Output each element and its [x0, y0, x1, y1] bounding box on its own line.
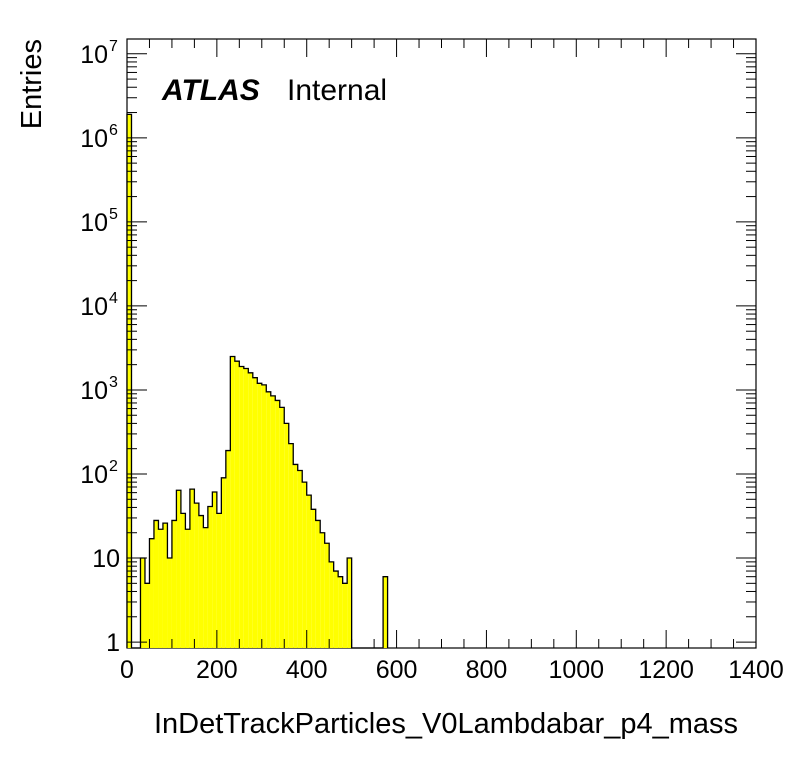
histogram-bin: [315, 520, 321, 648]
histogram-bin: [320, 532, 325, 648]
histogram-bin: [257, 383, 262, 648]
histogram-bin: [297, 470, 303, 648]
histogram-bin: [216, 513, 222, 648]
x-tick-label: 400: [286, 656, 328, 684]
histogram-outline: [126, 113, 389, 649]
histogram-bin: [203, 527, 208, 648]
histogram-bars: [126, 113, 389, 649]
histogram-bin: [311, 509, 316, 648]
histogram-bin: [221, 477, 226, 648]
y-tick-exponent: 5: [109, 206, 118, 223]
histogram-bin: [171, 520, 177, 648]
histogram-bin: [212, 492, 217, 648]
histogram-bin: [162, 523, 168, 648]
y-tick-label: 10: [80, 41, 108, 69]
histogram-bin: [189, 489, 195, 648]
histogram-bin: [198, 515, 204, 648]
histogram-bin: [248, 372, 253, 648]
x-tick-label: 200: [196, 656, 238, 684]
y-tick-label: 10: [80, 293, 108, 321]
histogram-bin: [329, 561, 334, 648]
y-axis-title: Entries: [16, 39, 48, 129]
y-tick-exponent: 4: [109, 290, 118, 307]
y-tick-label: 10: [80, 461, 108, 489]
y-tick-label: 10: [80, 377, 108, 405]
histogram-bin: [347, 558, 352, 648]
y-tick-exponent: 7: [109, 38, 118, 55]
x-tick-label: 600: [376, 656, 418, 684]
x-tick-label: 0: [120, 656, 134, 684]
histogram-bin: [275, 400, 280, 648]
histogram-bin: [333, 571, 339, 648]
histogram-bin: [252, 377, 258, 648]
histogram-bin: [225, 450, 231, 648]
histogram-bin: [293, 464, 298, 648]
histogram-bin: [153, 520, 159, 648]
x-axis-title: InDetTrackParticles_V0Lambdabar_p4_mass: [154, 708, 738, 740]
histogram-bin: [288, 443, 294, 648]
histogram-bin: [279, 407, 285, 648]
y-tick-exponent: 3: [109, 374, 118, 391]
histogram-bin: [207, 506, 213, 648]
histogram-bin: [324, 543, 330, 648]
histogram-bin: [306, 495, 312, 648]
x-tick-label: 800: [466, 656, 508, 684]
y-tick-label: 10: [80, 209, 108, 237]
histogram-bin: [194, 503, 199, 648]
histogram-bin: [270, 395, 276, 648]
histogram-bin: [167, 558, 172, 648]
y-tick-exponent: 6: [109, 122, 118, 139]
y-tick-label: 1: [106, 629, 120, 657]
histogram-bin: [383, 576, 388, 648]
histogram-bin: [243, 368, 249, 648]
histogram-bin: [230, 356, 235, 648]
histogram-bin: [234, 361, 240, 648]
histogram-bin: [127, 114, 132, 649]
x-tick-label: 1000: [548, 656, 604, 684]
histogram-bin: [158, 529, 163, 648]
histogram-bin: [266, 391, 271, 648]
x-tick-label: 1400: [728, 656, 784, 684]
histogram-bin: [284, 423, 289, 648]
y-tick-label: 10: [80, 125, 108, 153]
histogram-bin: [302, 482, 307, 648]
atlas-label: ATLAS: [161, 74, 260, 107]
histogram-bin: [149, 538, 154, 648]
histogram-bin: [180, 513, 186, 648]
y-tick-exponent: 2: [109, 458, 118, 475]
histogram-bin: [239, 366, 244, 648]
histogram-bin: [338, 576, 343, 648]
histogram-bin: [140, 558, 145, 648]
y-tick-label: 10: [92, 545, 120, 573]
x-axis-ticks: 0 200 400 600 800 1000 1200 1400: [120, 39, 784, 684]
histogram-bin: [176, 490, 181, 648]
histogram-bin: [342, 583, 348, 648]
x-tick-label: 1200: [638, 656, 694, 684]
histogram-bin: [144, 583, 150, 648]
histogram-bin: [185, 529, 190, 648]
histogram-bin: [261, 384, 267, 648]
internal-label: Internal: [287, 74, 387, 107]
